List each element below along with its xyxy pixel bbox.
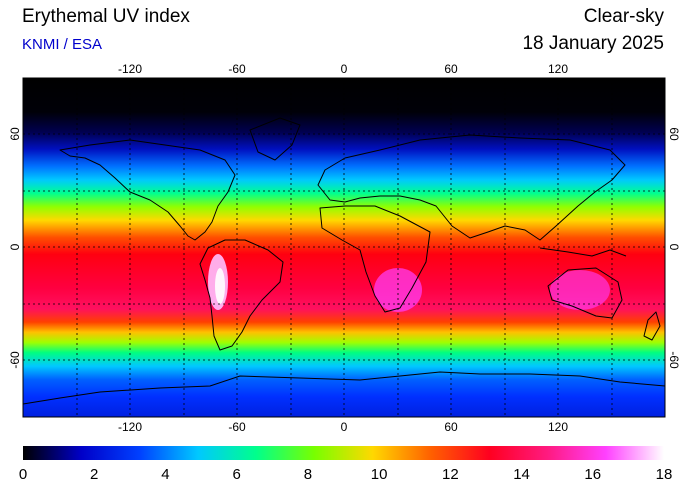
lon-label: -120	[118, 420, 142, 434]
africa-coast	[319, 205, 431, 313]
credit-label: KNMI / ESA	[22, 36, 103, 53]
colorbar-ramp	[23, 446, 664, 460]
colorbar-ticks: 0 2 4 6 8 10 12 14 16 18	[19, 466, 673, 483]
lat-label: 0	[8, 243, 22, 250]
lat-label: 0	[667, 244, 681, 251]
map-frame	[22, 77, 666, 418]
left-latitude-labels: 60 0 -60	[8, 127, 22, 369]
lat-label: -60	[667, 351, 681, 369]
map-title: Erythemal UV index	[22, 6, 190, 27]
lon-label: 60	[444, 420, 458, 434]
lon-label: 120	[548, 62, 568, 76]
lon-label: 0	[341, 420, 348, 434]
australia-hotspot	[550, 270, 610, 310]
colorbar-tick-label: 0	[19, 466, 27, 483]
graticule	[23, 78, 665, 417]
australia-coast	[547, 267, 623, 319]
lon-label: -120	[118, 62, 142, 76]
colorbar-tick-label: 10	[371, 466, 388, 483]
colorbar-tick-label: 18	[656, 466, 673, 483]
lon-label: 60	[444, 62, 458, 76]
lat-label: 60	[667, 127, 681, 141]
lon-label: 120	[548, 420, 568, 434]
colorbar-tick-label: 16	[584, 466, 601, 483]
colorbar-tick-label: 12	[442, 466, 459, 483]
bottom-longitude-labels: -120 -60 0 60 120	[118, 420, 568, 434]
mode-label: Clear-sky	[583, 6, 664, 27]
lat-label: 60	[8, 127, 22, 141]
greenland-coast	[249, 117, 301, 161]
lat-label: -60	[8, 351, 22, 369]
antarctica-coast	[23, 371, 665, 405]
north-america-coast	[59, 139, 236, 241]
eurasia-coast	[317, 134, 626, 241]
lon-label: -60	[228, 62, 246, 76]
andes-core	[215, 268, 225, 304]
south-america-coast	[199, 239, 284, 351]
lon-label: 0	[341, 62, 348, 76]
date-label: 18 January 2025	[522, 33, 664, 54]
right-latitude-labels: 60 0 -60	[667, 127, 681, 369]
colorbar-tick-label: 6	[232, 466, 240, 483]
top-longitude-labels: -120 -60 0 60 120	[118, 62, 568, 76]
colorbar-tick-label: 14	[513, 466, 530, 483]
colorbar-tick-label: 4	[161, 466, 169, 483]
colorbar-tick-label: 2	[90, 466, 98, 483]
coastlines	[23, 117, 665, 405]
colorbar-tick-label: 8	[304, 466, 312, 483]
lon-label: -60	[228, 420, 246, 434]
new-zealand-coast	[643, 311, 661, 341]
indonesia-coast	[539, 247, 627, 257]
